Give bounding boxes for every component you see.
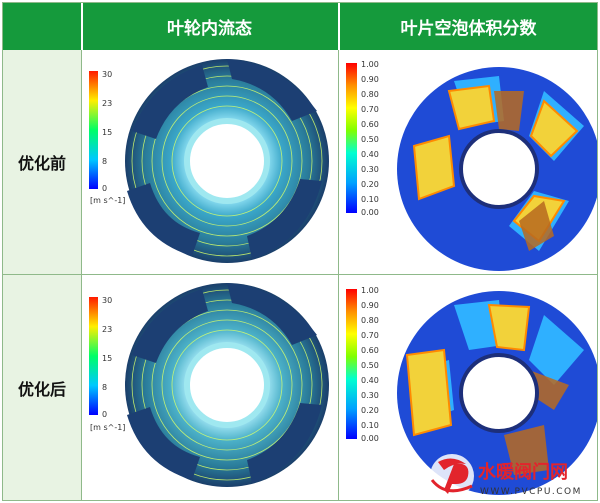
vof-tick: 0.60 <box>361 120 379 129</box>
row-label-after: 优化后 <box>3 275 81 500</box>
vof-tick: 0.30 <box>361 391 379 400</box>
vof-tick: 0.50 <box>361 361 379 370</box>
impeller-wheel <box>125 283 329 487</box>
vof-colorbar <box>346 63 357 213</box>
impeller-blades <box>397 67 597 271</box>
watermark-site-name: 水暖阀门网 <box>478 461 568 483</box>
header-divider <box>81 3 83 50</box>
vof-tick: 0.60 <box>361 346 379 355</box>
grid-line <box>3 274 597 275</box>
impeller-wheel <box>125 59 329 263</box>
velocity-colorbar <box>89 297 98 415</box>
header-impeller-flow: 叶轮内流态 <box>167 19 252 39</box>
velocity-tick: 15 <box>102 354 112 363</box>
vof-tick: 0.90 <box>361 301 379 310</box>
vof-tick: 0.80 <box>361 316 379 325</box>
vof-ticks: 1.00 0.90 0.80 0.70 0.60 0.50 0.40 0.30 … <box>361 286 379 443</box>
site-watermark: 水暖阀门网 WWW.PVCPU.COM <box>430 454 582 498</box>
vof-tick: 0.70 <box>361 105 379 114</box>
vof-tick: 0.10 <box>361 421 379 430</box>
velocity-tick: 8 <box>102 157 107 166</box>
watermark-site-url: WWW.PVCPU.COM <box>480 487 582 497</box>
impeller-blades <box>397 291 597 495</box>
vof-tick: 1.00 <box>361 60 379 69</box>
velocity-colorbar <box>89 71 98 189</box>
vof-tick: 0.20 <box>361 406 379 415</box>
velocity-tick: 23 <box>102 325 112 334</box>
vof-tick: 0.10 <box>361 195 379 204</box>
vof-tick: 0.20 <box>361 180 379 189</box>
velocity-tick: 30 <box>102 296 112 305</box>
vof-tick: 0.00 <box>361 434 379 443</box>
velocity-tick: 0 <box>102 410 107 419</box>
vof-tick: 0.00 <box>361 208 379 217</box>
velocity-tick: 15 <box>102 128 112 137</box>
cavitation-contour-before: 1.00 0.90 0.80 0.70 0.60 0.50 0.40 0.30 … <box>346 60 597 271</box>
vof-tick: 0.70 <box>361 331 379 340</box>
vof-colorbar <box>346 289 357 439</box>
velocity-unit: [m s^-1] <box>90 423 125 432</box>
impeller-streamline-after: 30 23 15 8 0 [m s^-1] <box>89 283 329 487</box>
vof-ticks: 1.00 0.90 0.80 0.70 0.60 0.50 0.40 0.30 … <box>361 60 379 217</box>
grid-line <box>81 50 82 500</box>
vof-tick: 0.40 <box>361 376 379 385</box>
header-divider <box>338 3 340 50</box>
velocity-tick: 0 <box>102 184 107 193</box>
cavitation-contour-after: 1.00 0.90 0.80 0.70 0.60 0.50 0.40 0.30 … <box>346 286 597 495</box>
table-header: 叶轮内流态 叶片空泡体积分数 <box>3 3 597 50</box>
header-cavitation-fraction: 叶片空泡体积分数 <box>400 19 537 39</box>
row-label-before: 优化前 <box>3 50 81 274</box>
velocity-tick: 23 <box>102 99 112 108</box>
vof-tick: 0.90 <box>361 75 379 84</box>
vof-tick: 0.30 <box>361 165 379 174</box>
grid-line <box>338 50 339 500</box>
velocity-tick: 30 <box>102 70 112 79</box>
impeller-streamline-before: 30 23 15 8 0 [m s^-1] <box>89 59 329 263</box>
vof-tick: 0.50 <box>361 135 379 144</box>
velocity-unit: [m s^-1] <box>90 196 125 205</box>
vof-tick: 0.40 <box>361 150 379 159</box>
velocity-tick: 8 <box>102 383 107 392</box>
vof-tick: 1.00 <box>361 286 379 295</box>
vof-tick: 0.80 <box>361 90 379 99</box>
watermark-logo <box>430 454 474 498</box>
